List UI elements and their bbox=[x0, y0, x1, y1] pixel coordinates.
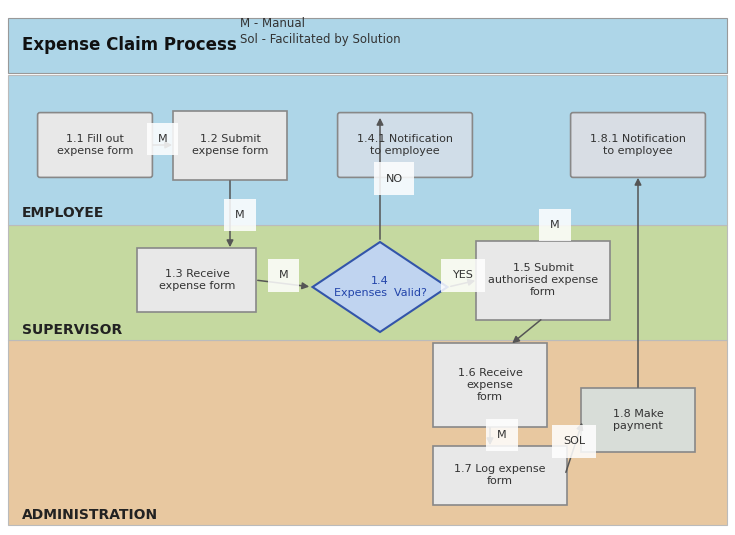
Text: 1.5 Submit
authorised expense
form: 1.5 Submit authorised expense form bbox=[488, 263, 598, 297]
Text: M: M bbox=[235, 210, 245, 220]
Text: 1.4
Expenses  Valid?: 1.4 Expenses Valid? bbox=[334, 276, 426, 298]
Text: M: M bbox=[497, 430, 507, 440]
Text: 1.3 Receive
expense form: 1.3 Receive expense form bbox=[159, 269, 235, 291]
Text: 1.1 Fill out
expense form: 1.1 Fill out expense form bbox=[57, 134, 133, 156]
Text: M: M bbox=[279, 271, 288, 280]
Text: M - Manual: M - Manual bbox=[240, 17, 305, 30]
Text: 1.6 Receive
expense
form: 1.6 Receive expense form bbox=[458, 368, 523, 402]
FancyBboxPatch shape bbox=[137, 248, 257, 312]
FancyBboxPatch shape bbox=[37, 112, 152, 178]
FancyBboxPatch shape bbox=[433, 446, 567, 505]
Text: Expense Claim Process: Expense Claim Process bbox=[22, 36, 237, 55]
Text: Sol - Facilitated by Solution: Sol - Facilitated by Solution bbox=[240, 33, 401, 46]
Bar bbox=[8, 340, 727, 525]
Text: 1.7 Log expense
form: 1.7 Log expense form bbox=[454, 464, 546, 486]
Text: YES: YES bbox=[453, 271, 473, 280]
Text: SOL: SOL bbox=[563, 437, 585, 447]
Polygon shape bbox=[312, 242, 448, 332]
Text: NO: NO bbox=[385, 173, 403, 184]
Text: 1.4.1 Notification
to employee: 1.4.1 Notification to employee bbox=[357, 134, 453, 156]
Text: EMPLOYEE: EMPLOYEE bbox=[22, 206, 104, 220]
Bar bbox=[8, 18, 727, 73]
FancyBboxPatch shape bbox=[337, 112, 473, 178]
Text: SUPERVISOR: SUPERVISOR bbox=[22, 323, 122, 337]
Text: ADMINISTRATION: ADMINISTRATION bbox=[22, 508, 158, 522]
FancyBboxPatch shape bbox=[570, 112, 706, 178]
Text: 1.8.1 Notification
to employee: 1.8.1 Notification to employee bbox=[590, 134, 686, 156]
Text: 1.8 Make
payment: 1.8 Make payment bbox=[613, 409, 664, 431]
Text: 1.2 Submit
expense form: 1.2 Submit expense form bbox=[192, 134, 268, 156]
FancyBboxPatch shape bbox=[433, 343, 547, 427]
FancyBboxPatch shape bbox=[173, 111, 287, 180]
FancyBboxPatch shape bbox=[581, 388, 695, 452]
Text: M: M bbox=[551, 220, 560, 230]
Bar bbox=[8, 75, 727, 225]
FancyBboxPatch shape bbox=[476, 241, 610, 319]
Bar bbox=[8, 225, 727, 340]
Text: M: M bbox=[158, 134, 168, 144]
